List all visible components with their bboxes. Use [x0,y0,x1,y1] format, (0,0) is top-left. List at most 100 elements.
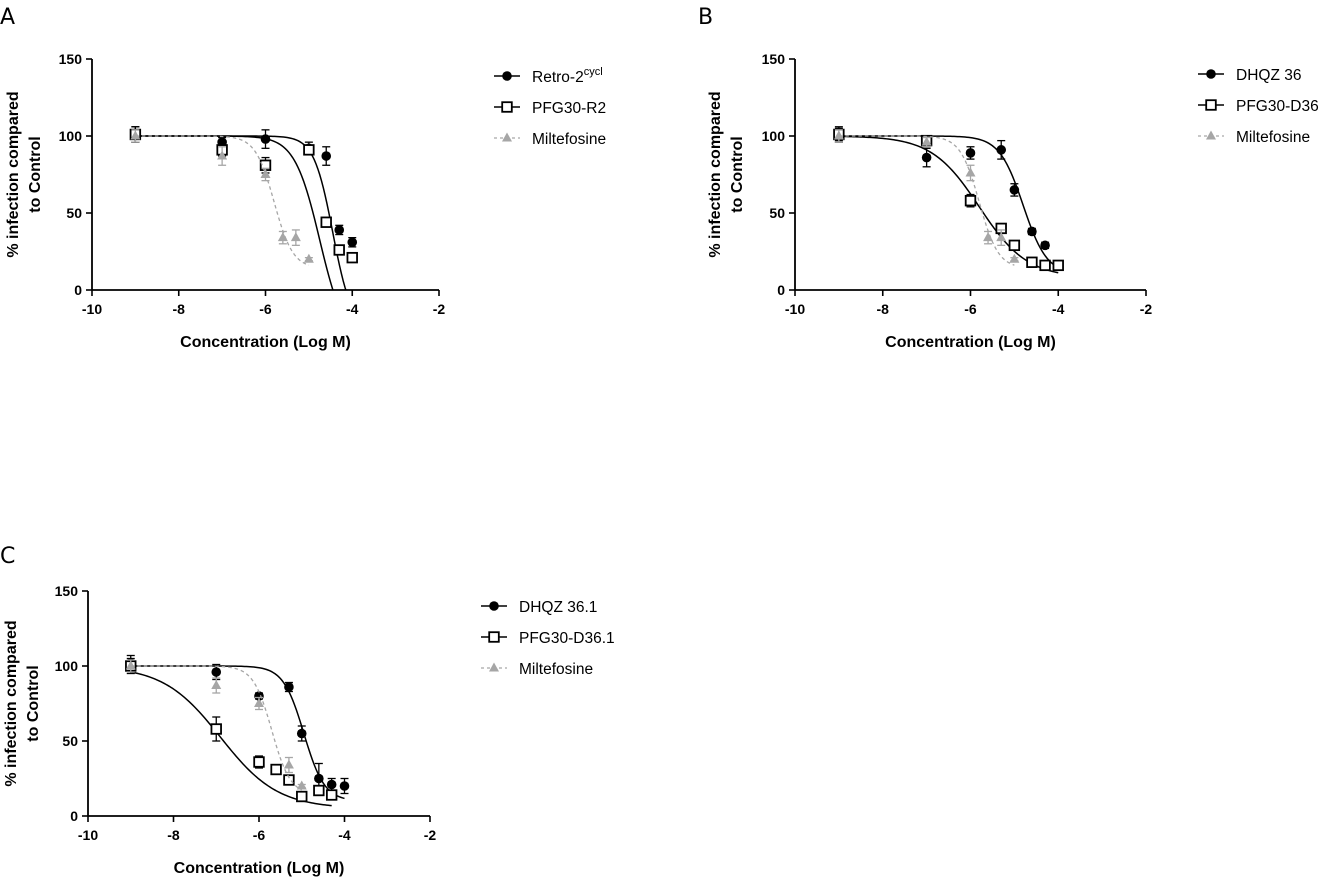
series-group [833,129,1020,266]
legend-label: DHQZ 36.1 [519,599,597,616]
x-tick-label: -4 [346,301,359,317]
legend-label: Miltefosine [519,661,593,678]
panel-a-letter: A [0,5,15,30]
x-tick-label: -2 [433,301,446,317]
legend-marker [488,631,500,643]
data-point [1026,256,1038,268]
x-tick-label: -8 [173,301,186,317]
panel-c-legend: DHQZ 36.1 PFG30-D36.1 Miltefosine [481,599,615,678]
data-point [1039,259,1051,272]
data-point [211,667,222,677]
x-axis-title: Concentration (Log M) [180,334,351,351]
data-point [290,232,301,242]
fit-curve [838,135,1059,269]
fit-curve [130,665,345,800]
data-point [1009,253,1020,263]
data-point [964,194,977,207]
data-point [1040,240,1050,251]
data-point [125,660,136,670]
legend-marker [502,71,512,81]
data-point [313,784,325,797]
legend-label: PFG30-D36.1 [519,630,615,647]
data-point [1009,185,1020,195]
x-tick-label: -6 [253,827,266,843]
x-tick-label: -4 [338,827,351,843]
data-point [210,723,222,735]
data-point [921,152,932,163]
y-axis-title: % infection compared [3,620,20,786]
x-tick-label: -10 [82,301,102,317]
series-group [125,654,350,800]
y-tick-label: 100 [762,128,786,144]
legend-label: Miltefosine [1236,129,1310,146]
data-point [1027,226,1037,237]
y-tick-label: 100 [55,658,79,674]
legend-marker [1206,69,1216,79]
data-point [303,144,315,156]
y-axis-title-line2: to Control [25,665,42,741]
panel-b-plot: -10 -8 -6 -4 -2 0 50 100 150 Concentration (Log M… [707,51,1152,351]
x-tick-label: -10 [785,301,805,317]
legend-label: PFG30-R2 [532,100,606,117]
y-tick-label: 0 [777,282,785,298]
fit-curve [130,665,303,791]
legend-marker [1205,99,1217,111]
x-tick-label: -8 [877,301,890,317]
x-axis-title: Concentration (Log M) [174,860,345,877]
legend-marker [501,101,513,113]
y-tick-label: 0 [74,282,82,298]
panel-c: C -10 -8 -6 -4 -2 0 50 100 150 Concentration (Log… [0,544,615,877]
legend-label: PFG30-D36 [1236,98,1319,115]
data-point [270,763,282,776]
legend-label: DHQZ 36 [1236,67,1301,84]
x-tick-label: -6 [259,301,272,317]
data-point [996,232,1007,242]
x-tick-label: -6 [964,301,977,317]
y-tick-label: 0 [70,808,78,824]
y-tick-label: 150 [762,51,786,67]
panel-b-legend: DHQZ 36 PFG30-D36 Miltefosine [1198,67,1319,146]
y-tick-label: 100 [59,128,83,144]
data-point [253,756,265,768]
legend-label: Retro-2cycl [532,66,603,86]
data-point [326,779,337,790]
data-point [130,130,141,140]
y-tick-label: 150 [59,51,83,67]
legend-label: Miltefosine [532,131,606,148]
y-axis-title-line2: to Control [729,136,746,212]
y-axis-title: % infection compared [5,91,22,257]
panel-c-letter: C [0,544,15,569]
data-point [996,145,1007,155]
data-point [320,216,332,228]
series-group [834,126,1064,271]
legend-marker [502,132,512,142]
data-point [314,773,324,784]
data-point [325,789,338,801]
y-axis-title-line2: to Control [27,136,44,212]
panel-a-legend: Retro-2cycl PFG30-R2 Miltefosine [494,66,606,148]
data-point [321,151,332,161]
data-point [260,169,271,178]
y-tick-label: 50 [769,205,785,221]
panel-c-plot: -10 -8 -6 -4 -2 0 50 100 150 Concentration (Log M… [3,583,436,877]
legend-marker [1206,130,1216,140]
fit-curve [135,135,310,266]
panel-b: B -10 -8 -6 -4 -2 0 50 100 150 Concentration (Log… [698,5,1319,351]
panel-a: A -10 -8 -6 -4 -2 0 50 100 150 Concentration (Log… [0,5,606,351]
data-point [333,244,345,256]
fit-curve [135,135,334,290]
data-point [283,759,294,769]
fit-curve [838,135,1015,266]
data-point [296,728,307,739]
data-point [284,682,294,692]
x-tick-label: -2 [424,827,437,843]
data-point [254,698,264,707]
fit-curve [838,135,1059,274]
x-tick-label: -8 [167,827,180,843]
data-point [965,167,976,177]
data-point [211,680,222,689]
x-axis-title: Concentration (Log M) [885,334,1056,351]
legend-label-superscript: cycl [584,66,603,78]
series-group [130,129,314,266]
